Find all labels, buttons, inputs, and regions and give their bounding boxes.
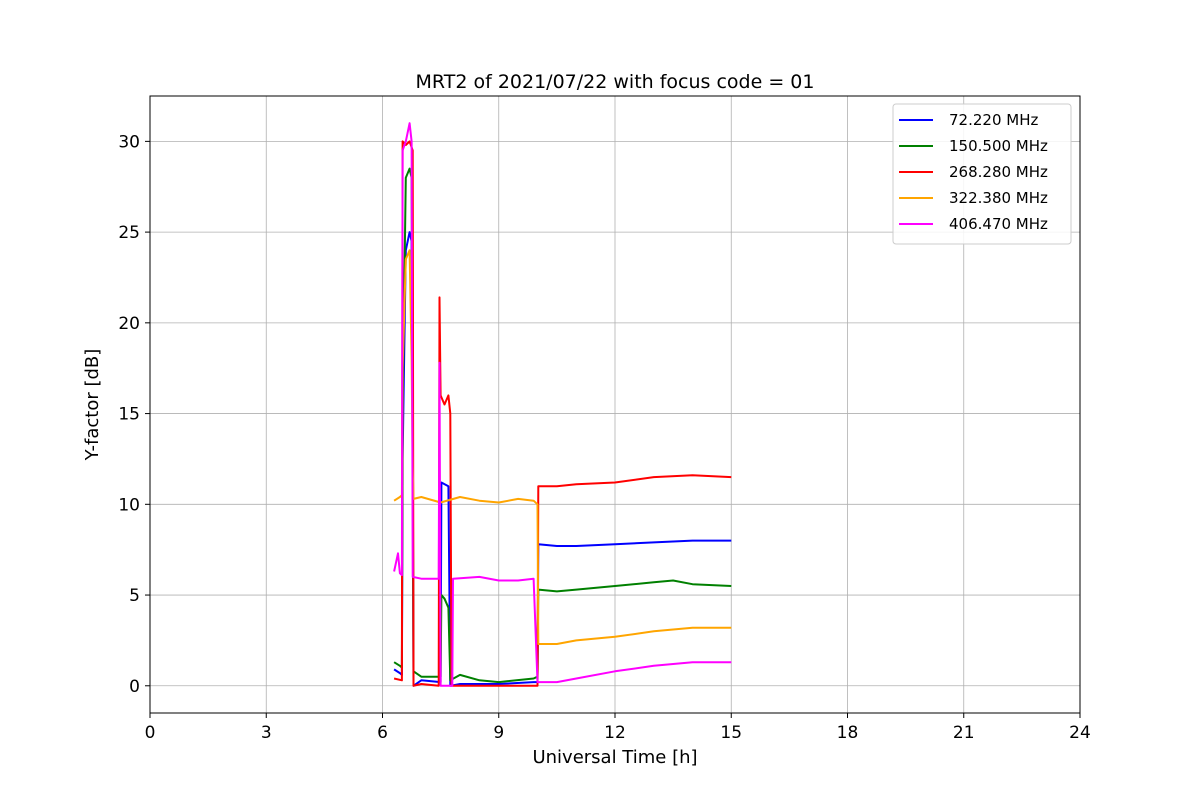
x-tick-label: 3 (261, 723, 272, 743)
x-axis-label: Universal Time [h] (532, 747, 697, 768)
x-tick-label: 6 (377, 723, 388, 743)
legend: 72.220 MHz 150.500 MHz 268.280 MHz 322.380 … (892, 103, 1072, 245)
chart-title: MRT2 of 2021/07/22 with focus code = 01 (416, 71, 815, 93)
legend-label-3: 322.380 MHz (949, 189, 1048, 207)
series-line-3 (393, 249, 732, 645)
x-tick-label: 9 (493, 723, 504, 743)
series-line-4 (393, 122, 732, 687)
x-tick-label: 18 (837, 723, 859, 743)
y-tick-label: 5 (129, 586, 140, 606)
y-tick-label: 10 (118, 495, 140, 515)
x-tick-label: 24 (1069, 723, 1091, 743)
series-line-2 (393, 140, 732, 687)
x-tick-label: 0 (145, 723, 156, 743)
series-lines (393, 122, 732, 687)
y-tick-label: 0 (129, 677, 140, 697)
x-tick-label: 21 (953, 723, 975, 743)
y-tick-label: 25 (118, 223, 140, 243)
series-line-1 (393, 167, 732, 684)
legend-label-4: 406.470 MHz (949, 215, 1048, 233)
x-tick-label: 15 (720, 723, 742, 743)
legend-label-0: 72.220 MHz (949, 111, 1038, 129)
y-axis-label: Y-factor [dB] (82, 349, 103, 462)
legend-label-2: 268.280 MHz (949, 163, 1048, 181)
y-tick-label: 20 (118, 314, 140, 334)
y-tick-label: 30 (118, 132, 140, 152)
legend-label-1: 150.500 MHz (949, 137, 1048, 155)
axis-ticks: 0 3 6 9 12 15 18 21 24 0 5 10 15 20 25 30 (118, 132, 1090, 743)
x-tick-label: 12 (604, 723, 626, 743)
y-tick-label: 15 (118, 405, 140, 425)
legend-box (892, 103, 1072, 245)
